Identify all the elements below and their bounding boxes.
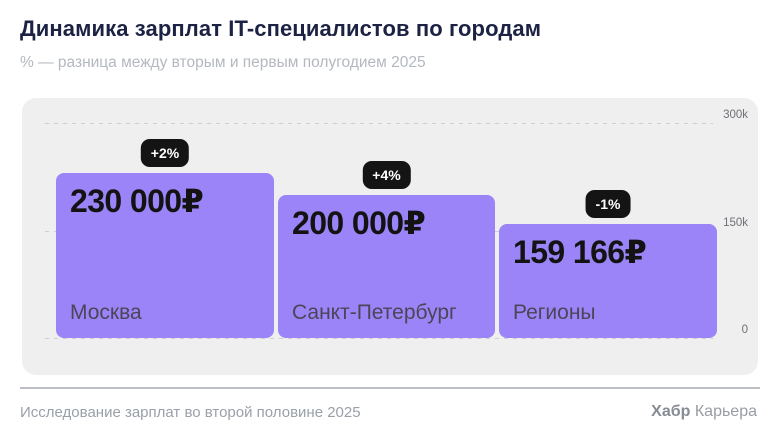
change-badge-saint-petersburg: +4%: [362, 161, 411, 189]
bar-moscow: +2% 230 000₽ Москва: [56, 139, 274, 338]
bar-saint-petersburg: +4% 200 000₽ Санкт-Петербург: [278, 161, 495, 338]
change-badge-regions: -1%: [585, 190, 631, 218]
bar-regions: -1% 159 166₽ Регионы: [499, 190, 717, 338]
change-badge-moscow: +2%: [140, 139, 190, 167]
salary-value-saint-petersburg: 200 000₽: [292, 205, 426, 241]
gridline-300k: [45, 123, 713, 124]
ytick-label-150k: 150k: [723, 217, 748, 229]
brand-habr: Хабр: [651, 403, 691, 420]
city-label-regions: Регионы: [513, 301, 596, 324]
footer-divider: [20, 387, 760, 389]
city-label-saint-petersburg: Санкт-Петербург: [292, 301, 457, 324]
page-title: Динамика зарплат IT-специалистов по горо…: [20, 16, 542, 41]
ytick-label-300k: 300k: [723, 109, 748, 121]
brand-habr-career: Хабр Карьера: [651, 403, 757, 421]
footer-source-text: Исследование зарплат во второй половине …: [20, 404, 361, 421]
page-subtitle: % — разница между вторым и первым полуго…: [20, 54, 426, 71]
gridline-0: [45, 338, 713, 339]
brand-career: Карьера: [690, 403, 757, 420]
salary-value-regions: 159 166₽: [513, 234, 647, 270]
salary-value-moscow: 230 000₽: [70, 183, 204, 219]
city-label-moscow: Москва: [70, 301, 142, 324]
ytick-label-0: 0: [741, 324, 748, 336]
chart-panel: 0 150k 300k +2% 230 000₽ Москва +4% 200 …: [22, 98, 758, 375]
